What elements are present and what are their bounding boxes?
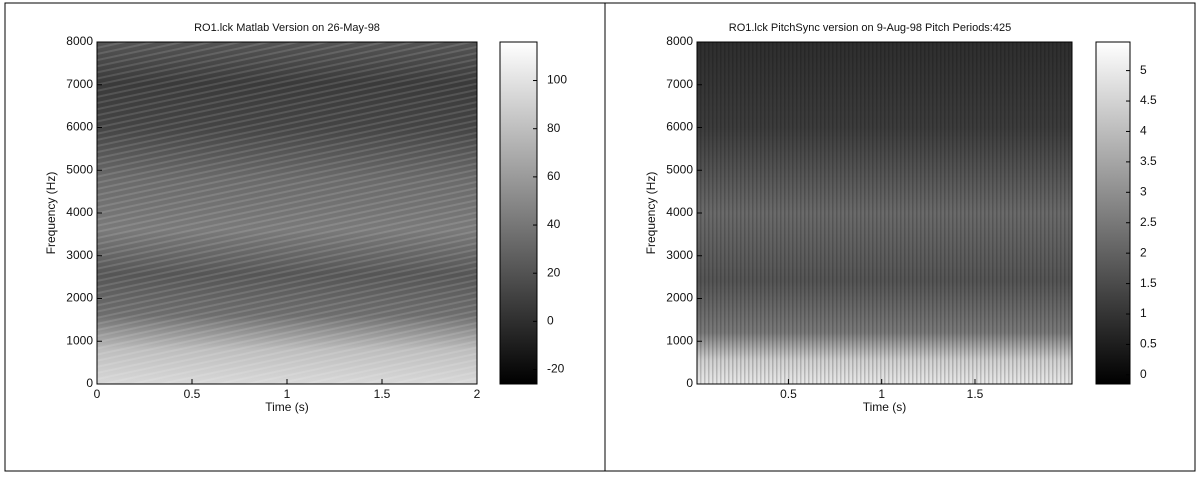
colorbar xyxy=(1095,41,1131,385)
colorbar-tick-label: -20 xyxy=(547,362,565,376)
y-tick-label: 4000 xyxy=(66,205,93,219)
y-tick-label: 2000 xyxy=(666,291,693,305)
colorbar-tick-label: 20 xyxy=(547,265,561,279)
colorbar-tick-label: 0.5 xyxy=(1140,337,1157,351)
y-tick-label: 3000 xyxy=(66,248,93,262)
x-tick-label: 1.5 xyxy=(374,387,391,401)
colorbar xyxy=(499,41,538,385)
colorbar-tick-label: 40 xyxy=(547,217,561,231)
y-tick-label: 4000 xyxy=(666,205,693,219)
x-tick-label: 0.5 xyxy=(780,387,797,401)
colorbar-tick-label: 2.5 xyxy=(1140,215,1157,229)
colorbar-tick-label: 5 xyxy=(1140,63,1147,77)
y-tick-label: 5000 xyxy=(66,162,93,176)
y-tick-label: 2000 xyxy=(66,291,93,305)
colorbar-tick-label: 4 xyxy=(1140,124,1147,138)
figure-frame xyxy=(4,2,1196,472)
y-tick-label: 0 xyxy=(686,376,693,390)
y-axis-label: Frequency (Hz) xyxy=(644,172,658,255)
y-tick-label: 5000 xyxy=(666,162,693,176)
y-tick-label: 7000 xyxy=(66,77,93,91)
colorbar-tick-label: 1 xyxy=(1140,306,1147,320)
colorbar-tick-label: 4.5 xyxy=(1140,93,1157,107)
colorbar-tick-label: 0 xyxy=(1140,367,1147,381)
y-axis-label: Frequency (Hz) xyxy=(44,172,58,255)
spectrogram-texture xyxy=(97,42,477,384)
chart-title: RO1.lck PitchSync version on 9-Aug-98 Pi… xyxy=(729,22,1011,34)
x-tick-label: 1 xyxy=(284,387,291,401)
y-tick-label: 6000 xyxy=(666,120,693,134)
y-tick-label: 8000 xyxy=(666,34,693,48)
colorbar-tick-label: 60 xyxy=(547,169,561,183)
x-tick-label: 1.5 xyxy=(967,387,984,401)
x-tick-label: 2 xyxy=(474,387,481,401)
colorbar-tick-label: 3 xyxy=(1140,184,1147,198)
spectrogram-texture xyxy=(697,42,1072,384)
y-tick-label: 1000 xyxy=(66,333,93,347)
y-tick-label: 7000 xyxy=(666,77,693,91)
colorbar-tick-label: 2 xyxy=(1140,245,1147,259)
x-tick-label: 0.5 xyxy=(184,387,201,401)
colorbar-tick-label: 0 xyxy=(547,314,554,328)
x-tick-label: 0 xyxy=(94,387,101,401)
x-tick-label: 1 xyxy=(878,387,885,401)
y-tick-label: 8000 xyxy=(66,34,93,48)
colorbar-tick-label: 100 xyxy=(547,73,567,87)
colorbar-tick-label: 1.5 xyxy=(1140,276,1157,290)
y-tick-label: 3000 xyxy=(666,248,693,262)
x-axis-label: Time (s) xyxy=(863,400,907,414)
colorbar-tick-label: 80 xyxy=(547,121,561,135)
x-axis-label: Time (s) xyxy=(265,400,309,414)
chart-title: RO1.lck Matlab Version on 26-May-98 xyxy=(194,22,380,34)
colorbar-tick-label: 3.5 xyxy=(1140,154,1157,168)
y-tick-label: 0 xyxy=(86,376,93,390)
y-tick-label: 6000 xyxy=(66,120,93,134)
y-tick-label: 1000 xyxy=(666,333,693,347)
